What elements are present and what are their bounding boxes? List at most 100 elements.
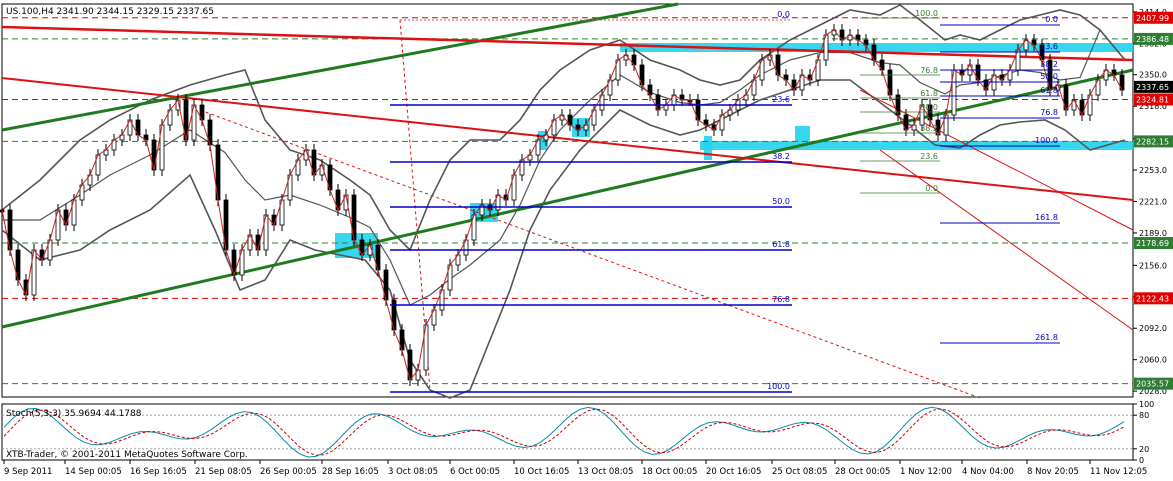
fib-right-label: 61.8 [920, 89, 938, 98]
price-tick-label: 2092.0 [1139, 324, 1167, 333]
stoch-tick-label: 100 [1139, 400, 1154, 409]
fib-far-label: 38.2 [1040, 60, 1058, 69]
fib-right-label: 0.0 [925, 184, 938, 193]
price-level-tag-bg [1134, 135, 1173, 148]
bollinger-lower [1, 79, 1126, 399]
price-pane-frame [1, 3, 1134, 398]
time-axis-label: 21 Sep 08:05 [195, 467, 252, 477]
fib-left-label: 61.8 [772, 240, 790, 249]
time-axis-label: 13 Oct 08:05 [578, 467, 633, 477]
price-tick-label: 2189.0 [1139, 229, 1167, 238]
time-axis-label: 9 Sep 2011 [4, 467, 52, 477]
stoch-main-line [3, 406, 1125, 458]
fib-anchor-line-left [399, 19, 431, 391]
upper-channel-trendline [1, 2, 679, 132]
price-level-tag-bg [1134, 377, 1173, 390]
price-level-tag: 2337.65 [1134, 80, 1173, 93]
fib-left-label: 76.8 [772, 295, 790, 304]
price-level-tag: 2324.81 [1134, 93, 1173, 106]
bollinger-middle [2, 28, 1126, 306]
moving-average-red [1, 29, 1123, 382]
price-level-tag-text: 2122.43 [1136, 294, 1169, 303]
time-axis-label: 20 Oct 16:05 [706, 467, 761, 477]
zone-1 [700, 141, 1133, 150]
price-tick-label: 2156.0 [1139, 261, 1167, 270]
time-axis-label: 11 Nov 12:05 [1090, 467, 1147, 477]
price-level-tag-bg [1134, 237, 1173, 250]
zone-6 [795, 126, 810, 141]
time-axis-label: 8 Nov 20:05 [1027, 467, 1079, 477]
price-level-tag-text: 2407.99 [1136, 14, 1169, 23]
dashed-down-channel-1 [199, 109, 981, 399]
price-level-tag-bg [1134, 32, 1173, 45]
fib-right-label: 38.2 [920, 124, 938, 133]
down-channel-3 [879, 149, 1134, 331]
fib-far-label: 261.8 [1035, 333, 1058, 342]
price-tick-label: 2221.0 [1139, 197, 1167, 206]
price-tick-label: 2253.0 [1139, 166, 1167, 175]
fib-left-label: 50.0 [772, 197, 790, 206]
time-axis-label: 18 Oct 00:05 [642, 467, 697, 477]
stoch-signal-line [3, 408, 1125, 456]
price-tick-label: 2028.0 [1139, 387, 1167, 396]
symbol-header: US.100,H4 2341.90 2344.15 2329.15 2337.6… [6, 7, 214, 17]
zone-7 [704, 136, 712, 160]
stoch-tick-label: 0 [1139, 456, 1144, 465]
price-candles [0, 24, 1125, 386]
time-axis-label: 14 Sep 00:05 [65, 467, 122, 477]
price-tick-label: 2060.0 [1139, 356, 1167, 365]
copyright-text: XTB-Trader, © 2001-2011 MetaQuotes Softw… [6, 450, 248, 460]
time-axis-label: 28 Oct 00:05 [835, 467, 890, 477]
price-level-tag: 2386.48 [1134, 32, 1173, 45]
fib-far-label: 100.0 [1035, 136, 1058, 145]
time-axis-label: 16 Sep 16:05 [130, 467, 187, 477]
zone-4 [538, 131, 548, 150]
price-tick-label: 2350.0 [1139, 71, 1167, 80]
time-axis-label: 6 Oct 00:05 [450, 467, 500, 477]
stoch-tick-label: 80 [1139, 411, 1149, 420]
price-level-tag: 2178.69 [1134, 237, 1173, 250]
time-axis-label: 25 Oct 08:05 [772, 467, 827, 477]
price-level-tag: 2122.43 [1134, 292, 1173, 305]
price-level-tag: 2407.99 [1134, 11, 1173, 24]
mid-downtrend-line [1, 77, 1134, 201]
price-level-tag-text: 2386.48 [1136, 35, 1169, 44]
resistance-trendline [1, 25, 1134, 62]
fib-left-label: 0.0 [777, 10, 790, 19]
price-level-tag-bg [1134, 80, 1173, 93]
fib-right-label: 23.6 [920, 152, 938, 161]
fib-far-label: 161.8 [1035, 213, 1058, 222]
fib-left-label: 38.2 [772, 152, 790, 161]
fib-far-label: 50.0 [1040, 72, 1058, 81]
fib-right-label: 50.0 [920, 103, 938, 112]
fib-far-label: 76.8 [1040, 108, 1058, 117]
price-level-tag: 2282.15 [1134, 135, 1173, 148]
zone-0 [620, 43, 1133, 52]
lower-channel-trendline [1, 68, 1134, 329]
fib-right-label: 100.0 [915, 9, 938, 18]
time-axis-label: 10 Oct 16:05 [514, 467, 569, 477]
price-level-tag-bg [1134, 93, 1173, 106]
fib-left-label: 23.6 [772, 95, 790, 104]
price-level-tag-text: 2337.65 [1136, 83, 1169, 92]
fib-left-label: 100.0 [767, 382, 790, 391]
time-axis-label: 26 Sep 00:05 [260, 467, 317, 477]
stoch-tick-label: 20 [1139, 445, 1149, 454]
stoch-header: Stoch(5,3,3) 35.9694 44.1788 [6, 409, 142, 419]
price-level-tag-bg [1134, 292, 1173, 305]
fib-far-label: 61.8 [1040, 86, 1058, 95]
fib-right-label: 76.8 [920, 66, 938, 75]
fib-far-label: 0.0 [1045, 15, 1058, 24]
time-axis-label: 1 Nov 12:00 [900, 467, 952, 477]
time-axis-label: 3 Oct 08:05 [388, 467, 438, 477]
price-level-tag-text: 2282.15 [1136, 137, 1169, 146]
time-axis-label: 4 Nov 04:00 [962, 467, 1014, 477]
price-level-tag: 2035.57 [1134, 377, 1173, 390]
price-level-tag-text: 2178.69 [1136, 239, 1169, 248]
price-tick-label: 2318.0 [1139, 102, 1167, 111]
time-axis-label: 28 Sep 16:05 [322, 467, 379, 477]
price-level-tag-bg [1134, 11, 1173, 24]
price-level-tag-text: 2035.57 [1136, 380, 1169, 389]
